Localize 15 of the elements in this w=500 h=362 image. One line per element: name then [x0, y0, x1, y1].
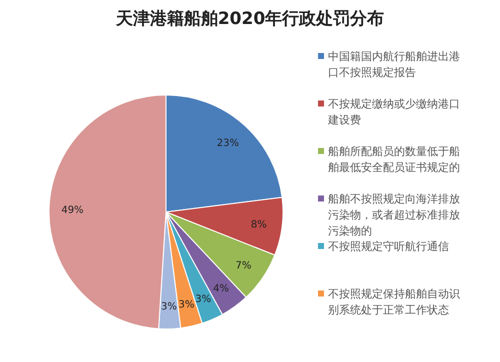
legend-label: 不按照规定守听航行通信 — [328, 240, 449, 253]
data-label: 7% — [235, 260, 252, 272]
data-label: 3% — [161, 302, 177, 313]
legend-label: 中国籍国内航行船舶进出港口不按照规定报告 — [328, 50, 460, 79]
legend-label: 不按规定缴纳或少缴纳港口建设费 — [327, 98, 460, 126]
legend-label: 不按照规定保持船舶自动识别系统处于正常工作状态 — [328, 288, 460, 316]
data-label: 3% — [178, 299, 194, 310]
chart-title: 天津港籍船舶2020年行政处罚分布 — [114, 9, 384, 29]
data-label: 3% — [195, 294, 212, 305]
data-label: 23% — [216, 138, 240, 149]
legend-label: 船舶不按照规定向海洋排放污染物，或者超过标准排放污染物的 — [328, 192, 460, 238]
data-label: 4% — [213, 284, 229, 295]
data-label: 49% — [61, 205, 84, 216]
legend-label: 船舶所配船员的数量低于船舶最低安全配员证书规定的 — [328, 145, 460, 174]
data-label: 8% — [250, 220, 267, 231]
